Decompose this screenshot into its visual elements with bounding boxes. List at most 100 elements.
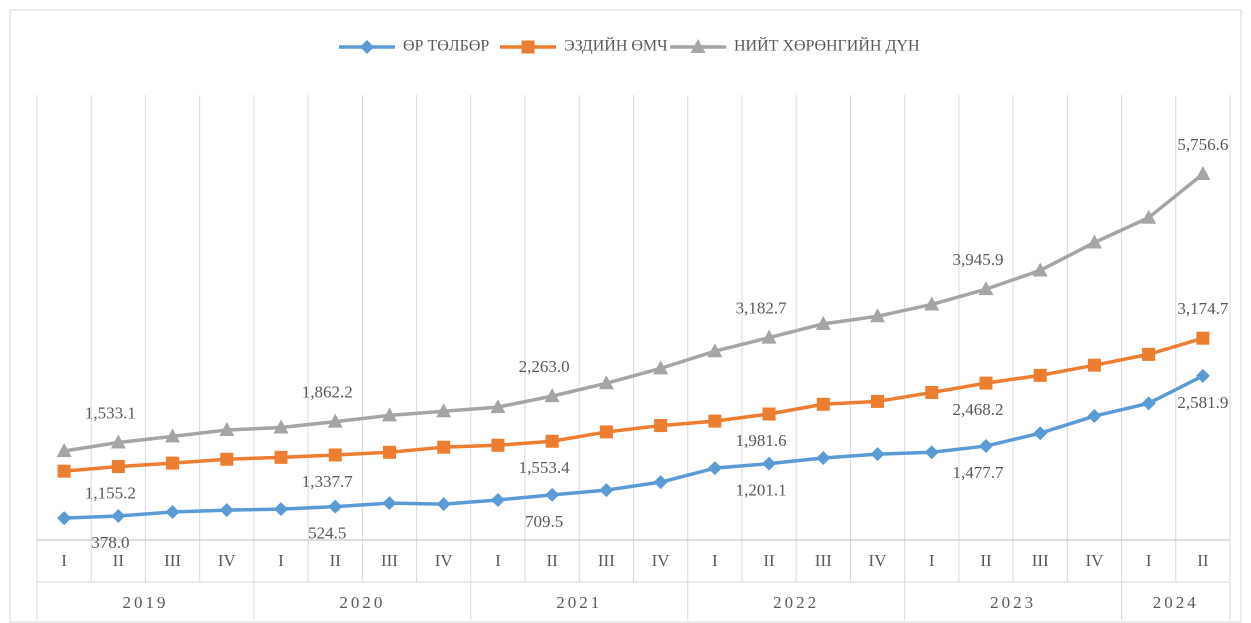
marker [1196, 331, 1210, 345]
marker [654, 419, 668, 433]
marker [110, 434, 126, 449]
x-tick-label: IV [435, 551, 454, 570]
data-label: 1,981.6 [736, 431, 787, 450]
marker [761, 329, 777, 344]
data-label: 2,468.2 [952, 400, 1003, 419]
marker [1033, 426, 1048, 441]
marker [1141, 396, 1156, 411]
marker [871, 394, 885, 408]
marker [707, 343, 723, 358]
marker [273, 419, 289, 434]
marker [436, 403, 452, 418]
marker [1033, 368, 1047, 382]
marker [382, 445, 396, 459]
marker [598, 375, 614, 390]
marker [360, 40, 374, 54]
series-line [64, 374, 1204, 520]
marker [57, 464, 71, 478]
x-tick-label: II [546, 551, 558, 570]
marker [978, 439, 993, 454]
data-label: 378.0 [91, 533, 129, 552]
data-label: 524.5 [308, 524, 346, 543]
marker [436, 497, 451, 512]
x-tick-label: II [1197, 551, 1209, 570]
data-label: 1,155.2 [85, 483, 136, 502]
x-tick-label: I [712, 551, 718, 570]
marker [219, 422, 235, 437]
marker [381, 407, 397, 422]
series-line [63, 336, 1204, 473]
marker [816, 450, 831, 465]
data-label: 1,477.7 [952, 463, 1004, 482]
x-tick-label: II [113, 551, 125, 570]
marker [328, 499, 343, 514]
x-tick-label: III [598, 551, 615, 570]
marker [653, 475, 668, 490]
marker [1141, 209, 1157, 224]
marker [328, 448, 342, 462]
marker [816, 397, 830, 411]
x-tick-label: II [980, 551, 992, 570]
year-label: 2019 [122, 593, 168, 612]
data-label: 2,581.9 [1177, 393, 1228, 412]
x-tick-label: III [815, 551, 832, 570]
marker [491, 438, 505, 452]
marker [599, 483, 614, 498]
data-label: 2,263.0 [519, 357, 570, 376]
marker [166, 456, 180, 470]
marker [274, 502, 289, 517]
data-label: 709.5 [525, 512, 563, 531]
marker [220, 452, 234, 466]
marker [1086, 234, 1102, 249]
data-label: 1,337.7 [302, 472, 354, 491]
year-label: 2020 [339, 593, 385, 612]
marker [1195, 368, 1210, 383]
marker [708, 414, 722, 428]
marker [870, 447, 885, 462]
x-tick-label: IV [218, 551, 237, 570]
marker [979, 376, 993, 390]
marker [437, 440, 451, 454]
data-label: 3,945.9 [952, 250, 1003, 269]
year-label: 2021 [556, 593, 602, 612]
marker [762, 407, 776, 421]
marker [111, 460, 125, 474]
year-label: 2024 [1153, 593, 1199, 612]
x-tick-label: I [278, 551, 284, 570]
x-tick-label: IV [652, 551, 671, 570]
year-label: 2022 [773, 593, 819, 612]
marker [111, 508, 126, 523]
marker [165, 505, 180, 520]
marker [653, 360, 669, 375]
marker [925, 386, 939, 400]
marker [490, 492, 505, 507]
marker [545, 434, 559, 448]
marker [382, 496, 397, 511]
x-tick-label: I [61, 551, 67, 570]
marker [815, 315, 831, 330]
marker [544, 388, 560, 403]
marker [1195, 166, 1211, 181]
data-label: 1,862.2 [302, 383, 353, 402]
x-tick-label: IV [1085, 551, 1104, 570]
x-tick-label: II [763, 551, 775, 570]
legend-label: НИЙТ ХӨРӨНГИЙН ДҮН [734, 36, 920, 55]
x-tick-label: IV [869, 551, 888, 570]
marker [490, 399, 506, 414]
marker [274, 450, 288, 464]
marker [165, 428, 181, 443]
marker [599, 425, 613, 439]
data-label: 1,533.1 [85, 403, 136, 422]
marker [219, 503, 234, 518]
chart-border [9, 9, 1242, 623]
x-tick-label: I [495, 551, 501, 570]
marker [1032, 262, 1048, 277]
data-label: 3,174.7 [1177, 299, 1229, 318]
marker [924, 445, 939, 460]
marker [1142, 347, 1156, 361]
marker [924, 296, 940, 311]
marker [870, 308, 886, 323]
x-tick-label: I [1146, 551, 1152, 570]
